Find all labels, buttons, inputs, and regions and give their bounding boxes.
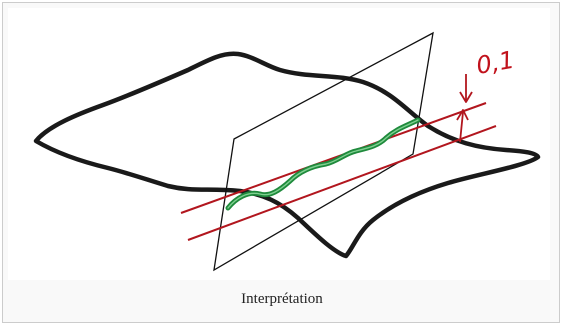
figure-caption: Interprétation	[241, 291, 323, 307]
actual-line-curve-highlight	[227, 119, 419, 209]
tolerance-line-upper	[180, 102, 487, 214]
tolerance-value-label: 0,1	[474, 46, 516, 80]
dimension-arrowhead-bottom	[456, 109, 469, 121]
section-plane	[213, 31, 434, 272]
dimension-arrow-bottom-line	[459, 111, 464, 143]
tolerance-line-lower	[187, 125, 497, 241]
tolerance-drawing: 0,1	[8, 8, 550, 280]
surface-outline	[33, 51, 541, 259]
tolerance-diagram: 0,1	[33, 31, 541, 272]
dimension-arrowhead-top	[459, 91, 473, 103]
